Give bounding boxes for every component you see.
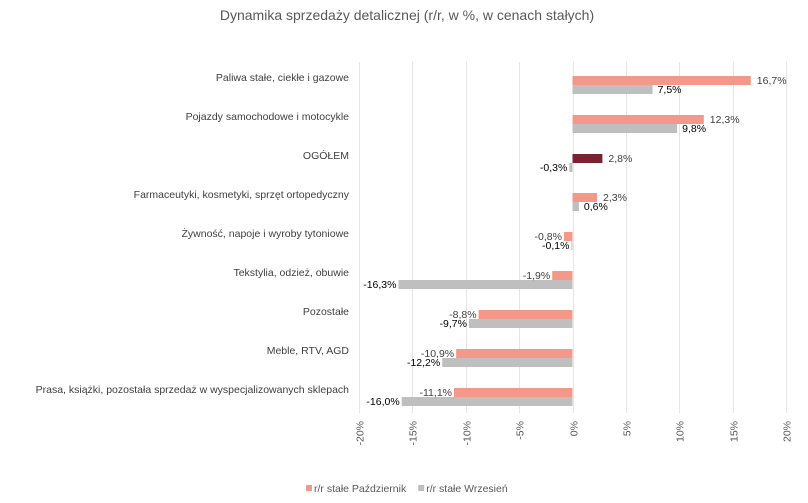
legend: r/r stałe Październik r/r stałe Wrzesień bbox=[306, 483, 508, 495]
bar-september bbox=[442, 358, 573, 367]
bar-september bbox=[468, 319, 573, 328]
bar-september bbox=[572, 85, 653, 94]
bar-september bbox=[569, 163, 573, 172]
category-label: Tekstylia, odzież, obuwie bbox=[233, 267, 349, 279]
legend-label: r/r stałe Wrzesień bbox=[426, 483, 508, 495]
x-tick-label: 0% bbox=[569, 421, 581, 436]
category-label: Prasa, książki, pozostała sprzedaż w wys… bbox=[36, 384, 350, 396]
bar-october bbox=[572, 76, 751, 85]
chart-title: Dynamika sprzedaży detalicznej (r/r, w %… bbox=[220, 7, 594, 23]
category-label: OGÓŁEM bbox=[303, 149, 349, 162]
data-label: -0,3% bbox=[540, 162, 567, 174]
category-label: Meble, RTV, AGD bbox=[267, 345, 350, 357]
bar-october bbox=[572, 193, 598, 202]
data-label: -16,0% bbox=[366, 396, 399, 408]
data-label: 2,3% bbox=[603, 192, 627, 204]
x-tick-label: 10% bbox=[675, 421, 687, 442]
category-label: Pojazdy samochodowe i motocykle bbox=[186, 111, 350, 123]
bar-october bbox=[456, 349, 573, 358]
data-label: 2,8% bbox=[608, 153, 632, 165]
bar-october bbox=[572, 154, 603, 163]
bar-october bbox=[552, 271, 573, 280]
legend-swatch bbox=[418, 485, 425, 491]
bar-october bbox=[454, 388, 573, 397]
data-label: -11,1% bbox=[420, 387, 453, 399]
x-tick-label: -15% bbox=[408, 421, 420, 446]
data-label: -16,3% bbox=[363, 279, 396, 291]
x-tick-label: 15% bbox=[729, 421, 741, 442]
x-tick-label: -5% bbox=[515, 421, 527, 440]
data-label: 7,5% bbox=[658, 84, 682, 96]
bar-october bbox=[572, 115, 704, 124]
x-tick-label: 20% bbox=[782, 421, 794, 442]
bar-september bbox=[401, 397, 573, 406]
data-label: -10,9% bbox=[421, 348, 454, 360]
legend-swatch bbox=[306, 485, 312, 491]
bar-october bbox=[563, 232, 573, 241]
data-label: 9,8% bbox=[682, 123, 706, 135]
bar-october bbox=[478, 310, 573, 319]
category-label: Pozostałe bbox=[303, 306, 349, 318]
data-label: 12,3% bbox=[710, 114, 740, 126]
category-label: Żywność, napoje i wyroby tytoniowe bbox=[182, 227, 350, 240]
x-axis: -20% -15% -10% -5% 0% 5% 10% 15% 20% bbox=[355, 421, 794, 446]
x-tick-label: 5% bbox=[622, 421, 634, 436]
x-tick-label: -20% bbox=[355, 421, 367, 446]
x-tick-label: -10% bbox=[462, 421, 474, 446]
bar-september bbox=[571, 241, 573, 250]
data-label: 0,6% bbox=[584, 201, 608, 213]
labels-layer: Paliwa stałe, ciekłe i gazowe 16,7% 7,5% Po… bbox=[36, 72, 787, 408]
data-label: -9,7% bbox=[440, 318, 467, 330]
data-label: -0,1% bbox=[542, 240, 569, 252]
category-label: Paliwa stałe, ciekłe i gazowe bbox=[216, 72, 349, 84]
data-label: -1,9% bbox=[523, 270, 550, 282]
data-label: 16,7% bbox=[757, 75, 787, 87]
legend-label: r/r stałe Październik bbox=[314, 483, 407, 495]
data-label: -0,8% bbox=[535, 231, 562, 243]
bar-september bbox=[398, 280, 573, 289]
bar-september bbox=[572, 202, 579, 211]
category-label: Farmaceutyki, kosmetyki, sprzęt ortopedy… bbox=[134, 189, 350, 201]
data-label: -12,2% bbox=[407, 357, 440, 369]
bar-september bbox=[572, 124, 678, 133]
data-label: -8,8% bbox=[449, 309, 476, 321]
bars-layer bbox=[398, 76, 751, 406]
